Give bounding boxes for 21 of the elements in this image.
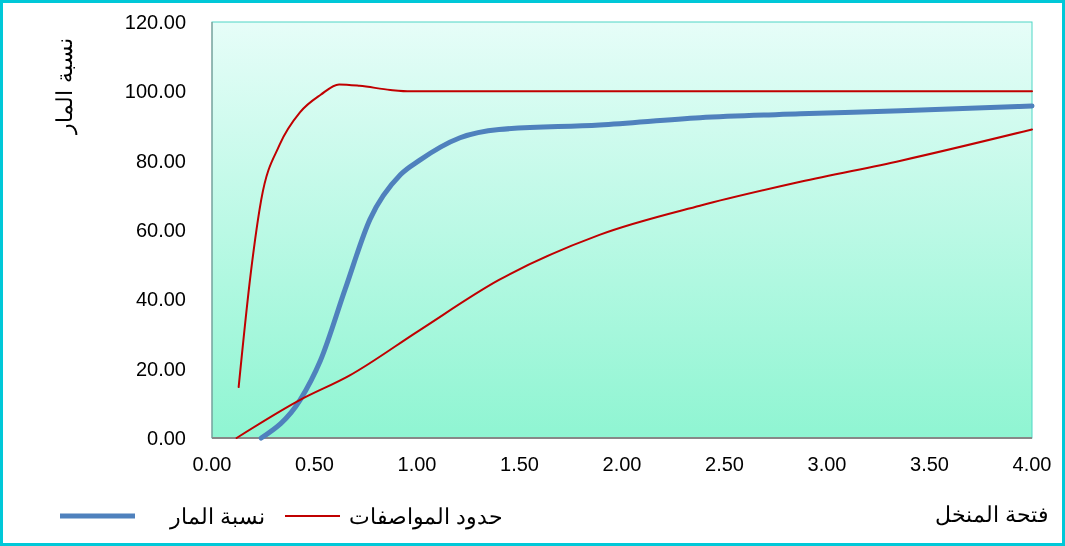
y-tick-label: 40.00 bbox=[135, 288, 186, 311]
y-tick-label: 120.00 bbox=[124, 11, 186, 33]
line-series bbox=[237, 83, 1033, 389]
x-tick-label: 3.00 bbox=[807, 453, 847, 475]
x-tick-label: 1.50 bbox=[500, 453, 539, 475]
legend-label: حدود المواصفات bbox=[349, 503, 504, 530]
y-tick-label: 20.00 bbox=[135, 357, 186, 380]
y-tick-label: 0.00 bbox=[147, 427, 186, 449]
y-tick-label: 100.00 bbox=[124, 80, 186, 103]
x-tick-label: 0.50 bbox=[295, 453, 334, 475]
x-tick-label: 3.50 bbox=[910, 453, 949, 475]
x-tick-label: 2.50 bbox=[705, 453, 744, 475]
legend-label: نسبة المار bbox=[169, 503, 266, 530]
y-tick-label: 80.00 bbox=[135, 149, 186, 172]
x-tick-label: 1.00 bbox=[397, 453, 437, 475]
x-tick-label: 0.00 bbox=[192, 453, 232, 475]
x-tick-label: 2.00 bbox=[602, 453, 642, 475]
y-axis-title: نسبة المار bbox=[51, 38, 78, 135]
x-axis-title: فتحة المنخل bbox=[934, 502, 1049, 527]
y-tick-label: 60.00 bbox=[135, 219, 186, 241]
x-tick-label: 4.00 bbox=[1012, 453, 1052, 475]
